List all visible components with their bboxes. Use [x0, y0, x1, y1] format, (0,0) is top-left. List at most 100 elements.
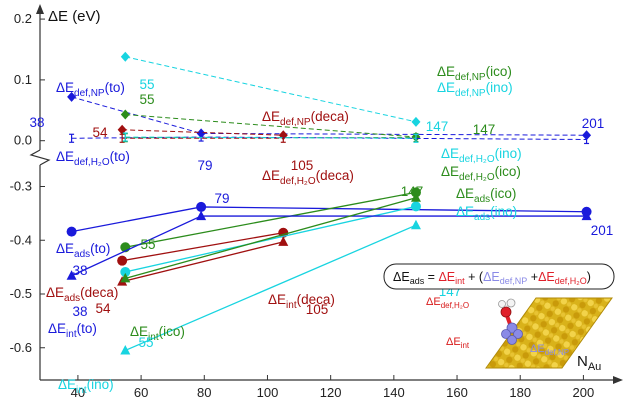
point-int-to-201: [581, 210, 592, 221]
label-ads-ino: ΔEads(ino): [456, 204, 517, 223]
label-def-np-ico: ΔEdef,NP(ico): [437, 64, 512, 83]
label-def-h2o-ino: ΔEdef,H₂O(ino): [441, 146, 522, 165]
point-label-201-to: 201: [591, 223, 614, 238]
series-def_h2o-ino: [122, 132, 419, 143]
line-def_np-to: [71, 96, 587, 136]
point-def_np-ino-147: [411, 116, 421, 127]
point-def_h2o-ino-147: [413, 133, 419, 143]
x-tick-label: 120: [320, 385, 342, 400]
label-ads-ico: ΔEads(ico): [456, 186, 516, 205]
point-label-55-ino: 55: [138, 335, 153, 350]
label-ads-to: ΔEads(to): [56, 241, 110, 260]
deformed-gold-atoms: [501, 322, 523, 345]
point-def_np-ico-55: [120, 109, 130, 120]
label-ads-deca: ΔEads(deca): [46, 285, 118, 304]
point-ads-ino-55: [120, 266, 131, 277]
point-int-deca-105: [278, 236, 289, 246]
y-tick-label: -0.5: [10, 286, 32, 301]
point-def_h2o-to-38: [69, 133, 75, 143]
x-axis-label: NAu: [577, 353, 601, 373]
line-ads-ico: [125, 191, 417, 248]
line-int-deca: [121, 241, 284, 283]
x-tick-label: 100: [257, 385, 279, 400]
line-ads-deca: [122, 232, 284, 262]
x-tick-label: 40: [71, 385, 85, 400]
point-label-105-deca: 105: [306, 302, 329, 317]
point-label-147-ico: 147: [473, 122, 496, 137]
point-label-147-ino: 147: [426, 119, 449, 134]
point-def_np-to-38: [67, 91, 77, 102]
series-ads-to: [66, 201, 592, 237]
point-label-38-to: 38: [29, 115, 44, 130]
label-int-to: ΔEint(to): [48, 321, 97, 340]
point-ads-to-38: [66, 226, 77, 237]
point-label-55-ino: 55: [139, 77, 154, 92]
point-int-to-38: [66, 270, 77, 280]
label-int-ico: ΔEint(ico): [130, 324, 185, 343]
inset-label-def-h2o: ΔEdef,H₂O: [426, 296, 469, 310]
y-axis-break: [29, 149, 51, 166]
point-int-to-79: [196, 210, 207, 221]
point-label-38-to: 38: [72, 304, 87, 319]
label-def-np-ino: ΔEdef,NP(ino): [437, 80, 513, 99]
series-int-ino: [120, 219, 421, 355]
line-def_np-ico: [125, 114, 417, 138]
point-label-55-ico: 55: [140, 237, 155, 252]
x-tick-label: 180: [509, 385, 531, 400]
line-def_np-ino: [125, 56, 417, 123]
label-def-np-to: ΔEdef,NP(to): [56, 80, 125, 99]
label-def-h2o-ico: ΔEdef,H₂O(ico): [441, 164, 521, 183]
point-ads-deca-54: [117, 255, 128, 266]
label-def-np-deca: ΔEdef,NP(deca): [262, 109, 349, 128]
x-tick-label: 160: [446, 385, 468, 400]
series-layer: [66, 51, 592, 355]
point-int-ino-147: [410, 219, 421, 230]
x-tick-label: 140: [383, 385, 405, 400]
point-label-201-to: 201: [582, 116, 605, 131]
label-int-ino: ΔEint(ino): [58, 377, 114, 396]
formula-box: ΔEads = ΔEint + (ΔEdef,NP +ΔEdef,H₂O): [383, 263, 615, 290]
y-axis-arrow: [36, 4, 44, 14]
series-int-ico: [120, 192, 421, 283]
point-label-105-deca: 105: [291, 158, 314, 173]
point-label-79-to: 79: [197, 158, 212, 173]
point-ads-to-79: [196, 201, 207, 212]
point-def_h2o-deca-54: [119, 133, 125, 143]
point-int-ico-55: [120, 272, 131, 283]
point-def_h2o-to-201: [584, 134, 590, 145]
point-def_np-ino-55: [120, 51, 130, 62]
inset-label-def-np: ΔEdef,NP: [530, 343, 569, 357]
series-ads-ino: [120, 201, 421, 277]
point-label-38-to: 38: [72, 263, 87, 278]
label-int-deca: ΔEint(deca): [268, 292, 335, 311]
point-ads-ino-147: [410, 201, 421, 212]
x-tick-label: 200: [573, 385, 595, 400]
y-tick-label: -0.6: [10, 340, 32, 355]
series-def_h2o-deca: [119, 133, 286, 143]
point-int-ino-55: [120, 344, 131, 355]
y-axis-label: ΔE (eV): [48, 8, 101, 25]
point-label-55-ico: 55: [139, 92, 154, 107]
series-ads-ico: [120, 187, 421, 253]
series-def_np-ino: [120, 51, 421, 127]
point-label-79-to: 79: [214, 191, 229, 206]
inset-structure: ΔEdef,H₂O ΔEint ΔEdef,NP: [426, 296, 613, 369]
point-label-54-deca: 54: [92, 125, 108, 140]
axes: 0.2 0.1 0.0 -0.3 -0.4 -0.5 -0.6 40 60 80 100 120 140…: [10, 4, 623, 400]
x-axis-arrow: [613, 376, 623, 384]
adsorbed-water: [498, 298, 516, 325]
line-int-ino: [125, 224, 417, 352]
formula-text: ΔEads = ΔEint + (ΔEdef,NP +ΔEdef,H₂O): [393, 270, 591, 286]
label-def-h2o-deca: ΔEdef,H₂O(deca): [262, 168, 354, 187]
y-tick-label: -0.3: [10, 179, 32, 194]
label-def-h2o-to: ΔEdef,H₂O(to): [56, 149, 130, 168]
series-int-to: [66, 210, 592, 280]
line-int-ico: [125, 197, 417, 280]
y-tick-label: 0.1: [14, 72, 32, 87]
point-def_h2o-deca-105: [280, 133, 286, 143]
line-def_h2o-ino: [125, 136, 416, 139]
labels-layer: ΔEdef,NP(to) ΔEdef,H₂O(to) ΔEdef,NP(deca) Δ…: [29, 64, 613, 396]
line-ads-ino: [125, 205, 417, 273]
y-tick-label: -0.4: [10, 232, 32, 247]
